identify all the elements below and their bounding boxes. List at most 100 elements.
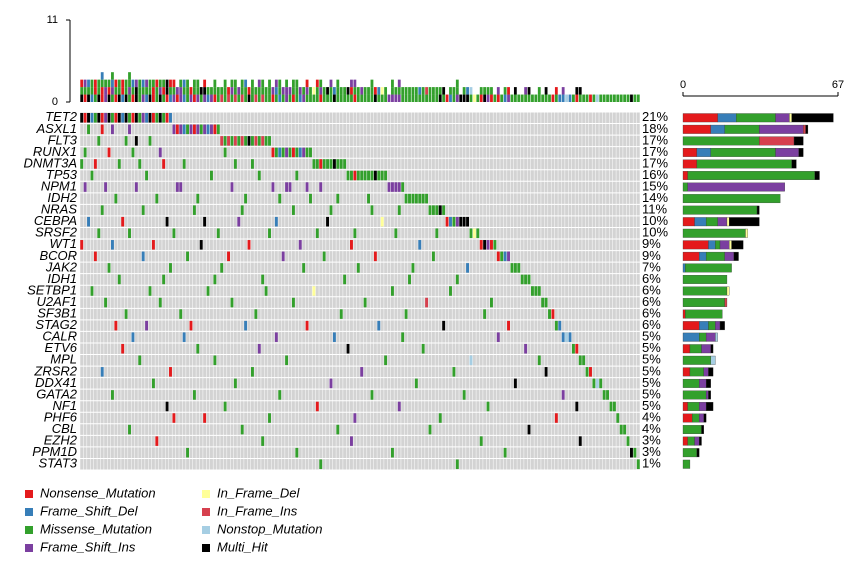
mutation-cell xyxy=(431,251,435,262)
mutation-cell xyxy=(493,240,497,250)
mutation-cell xyxy=(288,182,292,192)
mutation-cell xyxy=(124,309,128,319)
sample-bar-segment xyxy=(111,79,114,88)
sample-bar-segment xyxy=(97,87,101,95)
mutation-cell xyxy=(148,136,152,146)
mutation-cell xyxy=(510,263,514,273)
sample-bar-segment xyxy=(626,94,630,102)
mutation-cell xyxy=(356,263,360,273)
sample-bar-segment xyxy=(196,79,200,88)
mutation-cell xyxy=(363,297,367,308)
sample-bar-segment xyxy=(90,87,94,95)
percent-label: 17% xyxy=(642,155,668,170)
mutation-cell xyxy=(517,263,521,273)
mutation-cell xyxy=(141,113,145,123)
sample-bar-segment xyxy=(216,87,220,95)
mutation-cell xyxy=(134,113,138,123)
mutation-cell xyxy=(138,113,142,123)
mutation-cell xyxy=(117,113,121,123)
sample-bar-segment xyxy=(196,94,200,102)
mutation-cell xyxy=(172,413,176,423)
gene-bar-segment xyxy=(708,367,714,377)
sample-bar-segment xyxy=(117,94,121,102)
gene-bar-segment xyxy=(798,147,804,157)
sample-bar-segment xyxy=(309,94,312,102)
mutation-cell xyxy=(83,113,87,123)
sample-bar-segment xyxy=(261,87,265,95)
mutation-cell xyxy=(462,390,466,400)
sample-bar-segment xyxy=(155,79,159,88)
gene-label: ASXL1 xyxy=(36,121,77,136)
sample-bar-segment xyxy=(315,94,319,102)
mutation-cell xyxy=(145,320,149,331)
mutation-cell xyxy=(100,124,104,135)
gene-label: GATA2 xyxy=(36,386,77,401)
sample-bar-segment xyxy=(305,79,309,88)
mutation-cell xyxy=(582,355,586,366)
mutation-cell xyxy=(151,378,155,389)
mutation-cell xyxy=(397,205,401,215)
sample-bar-segment xyxy=(182,94,186,102)
sample-bar-segment xyxy=(186,87,189,95)
sample-bar-segment xyxy=(100,79,104,88)
gene-bar-segment xyxy=(682,182,688,192)
mutation-cell xyxy=(602,390,606,400)
mutation-cell xyxy=(192,390,196,400)
mutation-cell xyxy=(507,320,510,331)
sample-bar-segment xyxy=(302,94,306,102)
sample-bar-segment xyxy=(479,87,483,95)
mutation-cell xyxy=(100,367,104,377)
gene-label: STAG2 xyxy=(35,317,77,332)
sample-bar-segment xyxy=(158,87,162,95)
mutation-cell xyxy=(329,159,333,169)
sample-bar-segment xyxy=(496,87,500,95)
sample-bar-segment xyxy=(305,87,309,95)
mutation-cell xyxy=(298,147,302,158)
mutation-cell xyxy=(380,170,384,181)
mutation-cell xyxy=(312,159,316,169)
gene-bar-segment xyxy=(803,124,806,134)
mutation-cell xyxy=(206,286,210,296)
mutation-cell xyxy=(291,297,295,308)
gene-bar-segment xyxy=(682,425,702,435)
gene-bar-segment xyxy=(715,240,721,250)
mutation-cell xyxy=(483,309,487,319)
sample-bar-segment xyxy=(438,94,442,102)
mutation-cell xyxy=(285,182,289,192)
mutation-cell xyxy=(408,274,411,285)
mutation-cell xyxy=(305,147,309,158)
gene-bar-segment xyxy=(682,286,728,296)
sample-bar-segment xyxy=(199,94,203,102)
gene-bar-segment xyxy=(724,251,735,261)
gene-bar-segment xyxy=(682,147,698,157)
mutation-cell xyxy=(295,147,299,158)
mutation-cell xyxy=(404,193,408,204)
mutation-cell xyxy=(346,170,350,181)
sample-bar-segment xyxy=(312,87,316,95)
percent-label: 7% xyxy=(642,259,661,274)
mutation-cell xyxy=(425,297,429,308)
sample-bar-segment xyxy=(83,94,87,102)
mutation-cell xyxy=(213,355,217,366)
sample-bar-segment xyxy=(428,94,432,102)
mutation-cell xyxy=(373,170,377,181)
mutation-cell xyxy=(179,182,183,192)
sample-bar-segment xyxy=(319,94,323,102)
sample-bar-segment xyxy=(141,94,145,102)
sample-bar-segment xyxy=(442,94,446,102)
gene-bar-segment xyxy=(685,263,732,273)
percent-label: 5% xyxy=(642,375,661,390)
mutation-cell xyxy=(169,367,172,377)
mutation-cell xyxy=(397,182,401,192)
sample-bar-segment xyxy=(370,87,374,95)
gene-bar-segment xyxy=(682,402,688,411)
mutation-cell xyxy=(107,263,111,273)
gene-bar-segment xyxy=(682,459,691,469)
mutation-cell xyxy=(390,286,394,296)
mutation-cell xyxy=(414,378,418,389)
sample-bar-segment xyxy=(305,94,309,102)
gene-bar-segment xyxy=(703,367,709,377)
gene-bar-segment xyxy=(682,309,686,319)
sample-bar-segment xyxy=(537,87,541,95)
mutation-cell xyxy=(619,424,623,435)
